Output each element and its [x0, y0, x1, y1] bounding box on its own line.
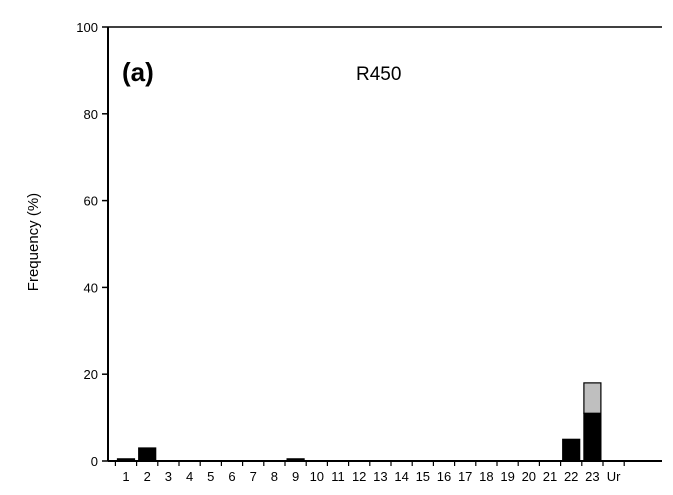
bars	[116, 382, 602, 462]
x-tick-label: 6	[228, 469, 235, 484]
x-tick-label: 1	[122, 469, 129, 484]
axes	[102, 26, 662, 466]
bar-series-0-cat-22	[562, 438, 581, 462]
x-tick-label: 14	[394, 469, 408, 484]
x-tick-label: 20	[522, 469, 536, 484]
x-tick-label: 3	[165, 469, 172, 484]
x-tick-label: 23	[585, 469, 599, 484]
x-tick-label: 12	[352, 469, 366, 484]
y-tick-label: 20	[84, 367, 98, 382]
y-tick-label: 100	[76, 20, 98, 35]
x-tick-label: 15	[416, 469, 430, 484]
x-tick-label: 16	[437, 469, 451, 484]
y-tick-label: 40	[84, 280, 98, 295]
x-tick-label: 8	[271, 469, 278, 484]
bar-series-0-cat-2	[138, 447, 157, 462]
y-tick-label: 60	[84, 194, 98, 209]
x-tick-label: 18	[479, 469, 493, 484]
x-tick-label: 4	[186, 469, 193, 484]
x-tick-label: 21	[543, 469, 557, 484]
y-tick-label: 0	[91, 454, 98, 469]
y-tick-label: 80	[84, 107, 98, 122]
chart-title: R450	[356, 64, 401, 85]
y-axis-title: Frequency (%)	[25, 193, 42, 291]
bar-series-0-cat-9	[286, 458, 305, 462]
x-tick-label: 13	[373, 469, 387, 484]
bar-series-1-cat-23	[583, 382, 602, 414]
x-tick-label: Ur	[607, 469, 621, 484]
panel-label: (a)	[122, 57, 154, 87]
x-tick-label: 7	[250, 469, 257, 484]
x-tick-label: 9	[292, 469, 299, 484]
x-tick-label: 2	[144, 469, 151, 484]
x-tick-label: 22	[564, 469, 578, 484]
bar-series-0-cat-1	[116, 458, 136, 462]
x-tick-label: 10	[310, 469, 324, 484]
x-tick-label: 19	[500, 469, 514, 484]
bar-series-0-cat-23	[583, 412, 602, 462]
x-tick-label: 5	[207, 469, 214, 484]
x-tick-label: 17	[458, 469, 472, 484]
x-tick-label: 11	[331, 469, 345, 484]
